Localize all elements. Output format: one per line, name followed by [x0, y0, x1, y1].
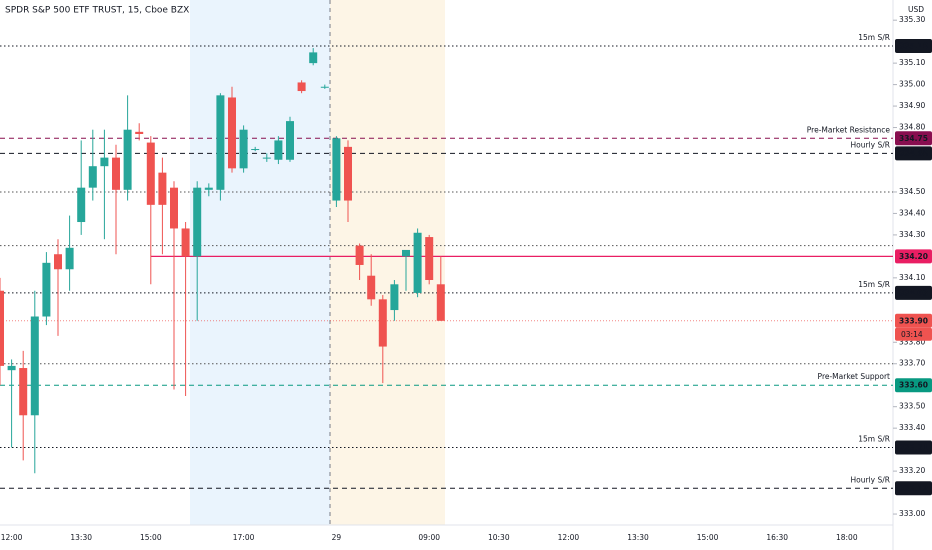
candle-body	[7, 365, 16, 371]
candle-body	[0, 290, 4, 366]
candle-body	[262, 157, 271, 159]
candle-body	[274, 140, 283, 160]
chart-title: SPDR S&P 500 ETF TRUST, 15, Cboe BZX	[5, 6, 189, 16]
x-tick-label: 12:00	[558, 533, 580, 542]
x-tick-label: 15:00	[697, 533, 719, 542]
candle-body	[216, 95, 225, 190]
level-name: Pre-Market Support	[818, 372, 891, 381]
level-name: Pre-Market Resistance	[807, 125, 891, 134]
candle-body	[88, 166, 97, 188]
candle-body	[239, 129, 248, 169]
price-box	[895, 249, 932, 264]
x-tick-label: 10:30	[488, 533, 510, 542]
y-tick-label: 333.40	[899, 423, 925, 432]
candle-body	[19, 368, 28, 416]
price-box	[895, 481, 932, 496]
y-tick-label: 334.90	[899, 101, 925, 110]
candle-body	[297, 82, 306, 92]
y-tick-label: 335.00	[899, 80, 925, 89]
price-box	[895, 131, 932, 146]
candle-body	[100, 157, 109, 167]
candle-body	[309, 52, 318, 64]
price-box	[895, 285, 932, 300]
y-tick-label: 333.00	[899, 509, 925, 518]
price-box	[895, 313, 932, 328]
candle-body	[65, 247, 74, 270]
candle-body	[30, 316, 39, 416]
x-tick-label: 13:30	[70, 533, 92, 542]
candle-body	[251, 149, 260, 151]
candle-body	[436, 284, 445, 321]
price-box-label: 334.20	[899, 252, 928, 261]
y-tick-label: 334.50	[899, 187, 925, 196]
candle-body	[146, 142, 155, 205]
price-box	[895, 38, 932, 53]
level-name: 15m S/R	[858, 434, 890, 443]
x-tick-label: 12:00	[1, 533, 23, 542]
candle-body	[158, 172, 167, 205]
candle-body	[135, 131, 144, 134]
price-box-label: 333.60	[899, 381, 928, 390]
candle-body	[181, 228, 190, 257]
price-box-label: 333.90	[899, 316, 928, 325]
y-tick-label: 335.10	[899, 58, 925, 67]
level-name: 15m S/R	[858, 33, 890, 42]
candle-body	[77, 187, 86, 223]
x-tick-label: 16:30	[766, 533, 788, 542]
currency: USD	[908, 5, 924, 14]
y-tick-label: 335.30	[899, 15, 925, 24]
candle-body	[112, 157, 120, 190]
price-box	[895, 440, 932, 455]
candle-body	[378, 299, 387, 347]
candle-body	[332, 138, 341, 201]
level-name: 15m S/R	[858, 280, 890, 289]
candle-body	[123, 129, 132, 190]
x-tick-label: 29	[332, 533, 342, 542]
price-box-label: 333.12	[899, 484, 928, 493]
y-tick-label: 334.30	[899, 230, 925, 239]
countdown-box	[895, 327, 932, 341]
y-tick-label: 333.50	[899, 402, 925, 411]
session-background	[190, 0, 330, 525]
y-tick-label: 334.80	[899, 123, 925, 132]
y-tick-label: 333.70	[899, 359, 925, 368]
x-tick-label: 15:00	[140, 533, 162, 542]
level-name: Hourly S/R	[851, 140, 890, 149]
y-tick-label: 334.10	[899, 273, 925, 282]
candle-body	[228, 97, 236, 169]
x-tick-label: 13:30	[627, 533, 649, 542]
y-tick-label: 333.80	[899, 337, 925, 346]
price-box	[895, 146, 932, 161]
countdown: 03:14	[901, 330, 923, 339]
candle-body	[54, 254, 62, 270]
price-box-label: 335.18	[899, 41, 928, 50]
candle-body	[193, 187, 202, 257]
candle-body	[390, 284, 399, 311]
x-tick-label: 09:00	[418, 533, 440, 542]
y-tick-label: 334.40	[899, 208, 925, 217]
candle-body	[42, 262, 51, 317]
candle-body	[402, 249, 410, 257]
candle-body	[320, 86, 329, 88]
x-tick-label: 18:00	[836, 533, 858, 542]
price-box-label: 334.68	[899, 149, 928, 158]
candle-body	[425, 237, 434, 280]
candle-body	[413, 232, 422, 293]
candle-body	[170, 187, 178, 229]
candle-body	[367, 275, 376, 300]
candle-body	[344, 146, 352, 201]
price-box-label: 333.31	[899, 443, 928, 452]
price-box-label: 334.03	[899, 288, 928, 297]
level-name: Hourly S/R	[851, 475, 890, 484]
x-tick-label: 17:00	[233, 533, 255, 542]
price-box	[895, 378, 932, 393]
y-tick-label: 333.20	[899, 466, 925, 475]
candle-body	[355, 245, 364, 265]
candle-body	[204, 187, 213, 190]
price-box-label: 334.75	[899, 134, 928, 143]
candle-body	[286, 121, 294, 160]
